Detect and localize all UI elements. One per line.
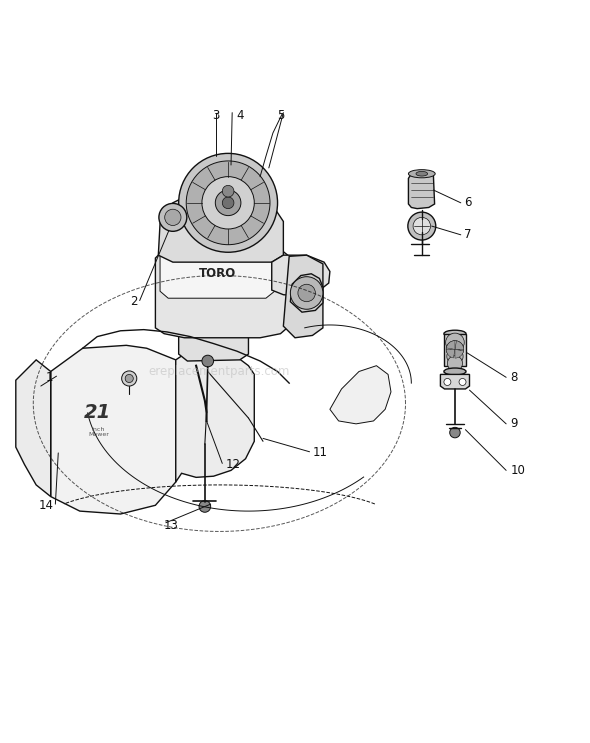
Polygon shape bbox=[179, 324, 248, 361]
Ellipse shape bbox=[416, 172, 428, 176]
Text: Inch
Mower: Inch Mower bbox=[88, 426, 109, 438]
Wedge shape bbox=[455, 349, 464, 358]
Polygon shape bbox=[176, 351, 254, 482]
Polygon shape bbox=[444, 334, 466, 366]
Text: 8: 8 bbox=[510, 371, 517, 384]
Text: 11: 11 bbox=[313, 447, 327, 459]
Polygon shape bbox=[51, 345, 176, 514]
Circle shape bbox=[408, 212, 436, 240]
Circle shape bbox=[459, 378, 466, 386]
Polygon shape bbox=[272, 255, 330, 296]
Circle shape bbox=[199, 501, 211, 512]
Polygon shape bbox=[16, 360, 51, 496]
Ellipse shape bbox=[408, 169, 435, 178]
Circle shape bbox=[222, 185, 234, 197]
Ellipse shape bbox=[444, 330, 466, 337]
Text: 21: 21 bbox=[84, 403, 111, 422]
Wedge shape bbox=[447, 341, 455, 349]
Circle shape bbox=[186, 161, 270, 244]
Text: 2: 2 bbox=[130, 295, 138, 308]
Text: 14: 14 bbox=[38, 499, 54, 512]
Circle shape bbox=[202, 355, 214, 367]
Circle shape bbox=[122, 371, 137, 386]
Text: 6: 6 bbox=[464, 196, 471, 210]
Circle shape bbox=[446, 341, 464, 358]
Text: TORO: TORO bbox=[198, 267, 235, 279]
Circle shape bbox=[447, 348, 463, 365]
Text: 13: 13 bbox=[164, 519, 179, 532]
Polygon shape bbox=[408, 171, 435, 209]
Polygon shape bbox=[155, 244, 289, 338]
Text: 5: 5 bbox=[277, 109, 285, 122]
Text: 4: 4 bbox=[237, 109, 244, 122]
Circle shape bbox=[222, 197, 234, 209]
Circle shape bbox=[290, 276, 323, 309]
Text: 12: 12 bbox=[225, 458, 240, 471]
Polygon shape bbox=[158, 191, 283, 262]
Circle shape bbox=[179, 153, 277, 253]
Circle shape bbox=[202, 177, 254, 229]
Circle shape bbox=[444, 378, 451, 386]
Text: 3: 3 bbox=[212, 109, 219, 122]
Ellipse shape bbox=[444, 368, 466, 375]
Text: 7: 7 bbox=[464, 228, 471, 241]
Text: 9: 9 bbox=[510, 418, 517, 430]
Polygon shape bbox=[160, 248, 274, 298]
Circle shape bbox=[445, 333, 464, 351]
Text: ereplacementparts.com: ereplacementparts.com bbox=[149, 365, 290, 378]
Circle shape bbox=[447, 356, 463, 371]
Polygon shape bbox=[290, 273, 323, 312]
Polygon shape bbox=[283, 255, 323, 338]
Circle shape bbox=[215, 190, 241, 215]
Circle shape bbox=[450, 427, 460, 438]
Text: 10: 10 bbox=[510, 464, 525, 477]
Circle shape bbox=[125, 374, 133, 383]
Circle shape bbox=[413, 218, 431, 235]
Circle shape bbox=[165, 210, 181, 226]
Wedge shape bbox=[446, 349, 455, 358]
Circle shape bbox=[298, 285, 316, 302]
Polygon shape bbox=[330, 366, 391, 424]
Wedge shape bbox=[455, 341, 464, 349]
Circle shape bbox=[159, 204, 187, 231]
Polygon shape bbox=[440, 374, 470, 389]
Text: 1: 1 bbox=[46, 371, 54, 384]
